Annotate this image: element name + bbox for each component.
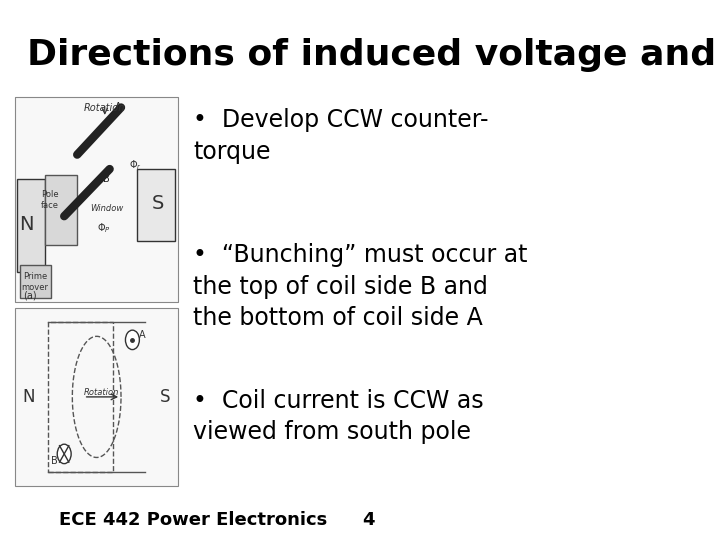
Text: •  “Bunching” must occur at
the top of coil side B and
the bottom of coil side A: • “Bunching” must occur at the top of co… [194, 243, 528, 330]
Text: •  Coil current is CCW as
viewed from south pole: • Coil current is CCW as viewed from sou… [194, 389, 484, 444]
Text: ECE 442 Power Electronics: ECE 442 Power Electronics [59, 511, 328, 529]
Text: S: S [152, 194, 165, 213]
Text: Prime
mover: Prime mover [22, 272, 48, 292]
Text: (a): (a) [24, 291, 37, 300]
Circle shape [125, 330, 140, 349]
Text: B: B [103, 174, 110, 184]
Text: Rotation: Rotation [84, 103, 125, 113]
Text: 4: 4 [363, 511, 375, 529]
Text: Directions of induced voltage and current: Directions of induced voltage and curren… [27, 38, 720, 72]
FancyBboxPatch shape [45, 175, 77, 245]
Text: A: A [114, 103, 121, 112]
Text: B: B [51, 456, 58, 466]
Text: N: N [19, 215, 34, 234]
FancyBboxPatch shape [20, 266, 51, 298]
Circle shape [57, 444, 71, 464]
FancyBboxPatch shape [15, 97, 178, 302]
Text: $\Phi_r$: $\Phi_r$ [129, 158, 142, 172]
Text: Rotation: Rotation [84, 388, 120, 397]
Text: Pole
face: Pole face [40, 190, 58, 210]
Text: A: A [139, 329, 145, 340]
Text: $\Phi_P$: $\Phi_P$ [96, 221, 110, 235]
Bar [15, 97, 178, 302]
Bar [15, 308, 178, 486]
Text: Window: Window [90, 204, 123, 213]
Text: S: S [160, 388, 170, 406]
Text: N: N [22, 388, 35, 406]
FancyBboxPatch shape [17, 179, 45, 272]
FancyBboxPatch shape [138, 169, 175, 241]
Text: •  Develop CCW counter-
torque: • Develop CCW counter- torque [194, 108, 489, 164]
